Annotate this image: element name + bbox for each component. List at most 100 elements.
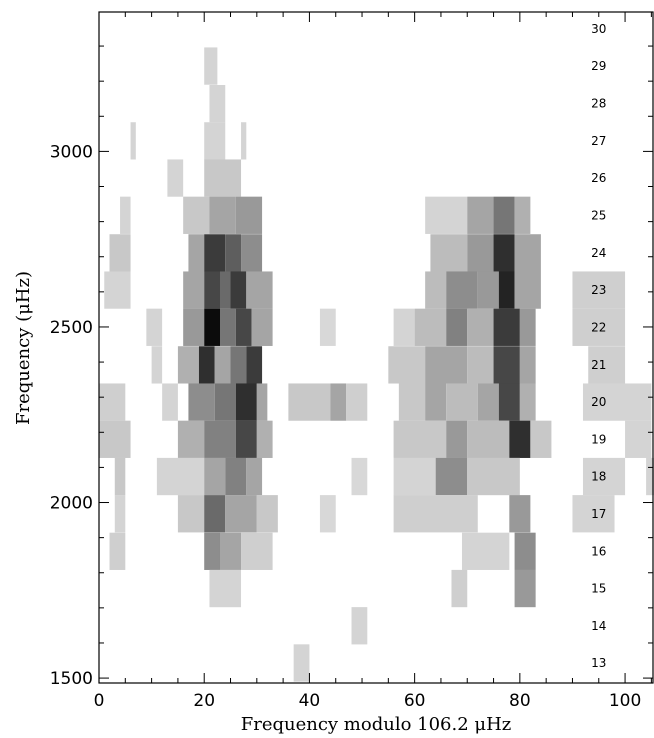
cell (514, 271, 541, 309)
cell (219, 271, 231, 309)
cell (235, 196, 263, 234)
cell (393, 420, 447, 458)
x-tick-label: 20 (193, 691, 215, 711)
cell (351, 607, 368, 645)
cell (198, 346, 215, 384)
y-tick-label: 2500 (50, 318, 93, 338)
cell (225, 457, 247, 496)
cell (393, 308, 415, 346)
cell (319, 308, 336, 346)
cell (204, 159, 242, 197)
cell (256, 495, 278, 533)
y-axis-label: Frequency (μHz) (13, 271, 34, 425)
cell (130, 122, 136, 160)
cell (625, 420, 652, 458)
x-tick-label: 0 (94, 691, 105, 711)
order-label: 20 (591, 395, 606, 409)
cell (293, 644, 310, 682)
cell (330, 383, 347, 421)
cell (467, 308, 494, 346)
cell (493, 196, 515, 234)
cell (99, 383, 126, 421)
cell (241, 122, 247, 160)
cell (209, 84, 226, 123)
order-label: 25 (591, 208, 606, 222)
cell (241, 234, 263, 272)
cell (509, 495, 531, 533)
order-label: 28 (591, 97, 606, 111)
cell (572, 495, 615, 533)
cell (177, 420, 205, 458)
cell (493, 346, 520, 384)
cell (209, 196, 236, 234)
order-label: 13 (591, 656, 606, 670)
cell (425, 383, 447, 421)
plot-frame (98, 11, 654, 684)
cell (156, 457, 205, 496)
cell (256, 383, 268, 421)
cell (204, 420, 236, 458)
cell (104, 271, 131, 309)
cell (451, 569, 468, 608)
cell (435, 457, 468, 496)
cell (235, 308, 252, 346)
cell (204, 47, 218, 85)
cell (230, 271, 247, 309)
cell (493, 308, 520, 346)
cell (446, 308, 468, 346)
order-label: 27 (591, 134, 606, 148)
cell (425, 346, 468, 384)
cell (446, 383, 478, 421)
cell (582, 457, 626, 496)
cell (582, 383, 652, 421)
order-label: 22 (591, 320, 606, 334)
cell (146, 308, 163, 346)
cell (204, 122, 226, 160)
cell (114, 457, 126, 496)
cell (519, 383, 536, 421)
order-label: 29 (591, 59, 606, 73)
order-label: 14 (591, 619, 606, 633)
cell (251, 308, 273, 346)
cell (498, 271, 515, 309)
cell (214, 383, 236, 421)
cell (204, 495, 226, 533)
cell (167, 159, 184, 197)
cell (183, 196, 210, 234)
x-tick-label: 100 (609, 691, 641, 711)
cell (572, 308, 626, 346)
order-label: 15 (591, 582, 606, 596)
cell (246, 271, 273, 309)
cell (461, 532, 510, 570)
cell (509, 420, 531, 458)
cell (230, 346, 247, 384)
cell (151, 346, 163, 384)
cell (388, 346, 426, 384)
y-tick-label: 2000 (50, 494, 93, 514)
cell (519, 346, 536, 384)
cell (646, 457, 654, 496)
cell (204, 234, 226, 272)
order-label: 30 (591, 22, 606, 36)
cell (214, 346, 231, 384)
y-tick-label: 1500 (50, 669, 93, 689)
cell (177, 346, 199, 384)
cell (467, 457, 520, 496)
cell (430, 234, 468, 272)
cell (498, 383, 520, 421)
cell (120, 196, 131, 234)
order-label: 21 (591, 358, 606, 372)
cell (209, 569, 242, 608)
cell (425, 271, 447, 309)
cell (319, 495, 336, 533)
x-axis-label: Frequency modulo 106.2 μHz (241, 714, 512, 735)
cell (572, 271, 626, 309)
cell (467, 420, 510, 458)
cell (393, 495, 478, 533)
order-label: 26 (591, 171, 606, 185)
cell (514, 532, 536, 570)
cell (477, 271, 499, 309)
cell (204, 532, 220, 570)
cell (235, 420, 257, 458)
cell (188, 383, 215, 421)
